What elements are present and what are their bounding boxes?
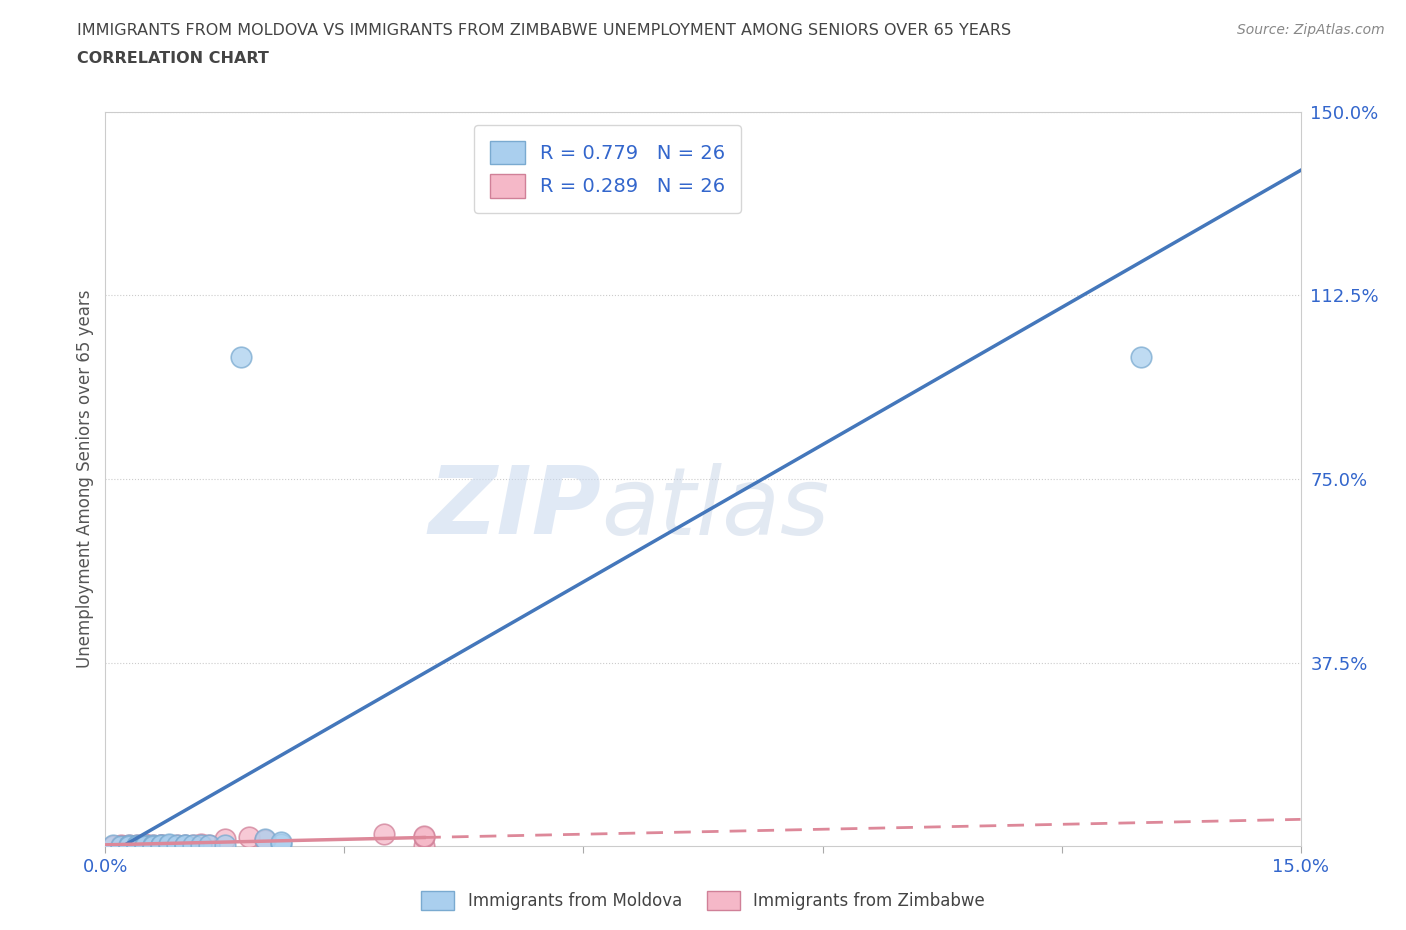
Point [214, 837, 236, 852]
Point [110, 838, 132, 853]
Point [190, 837, 212, 852]
Point [157, 838, 180, 853]
Point [110, 838, 132, 853]
Point [134, 838, 156, 853]
Point [190, 837, 212, 852]
Legend: R = 0.779   N = 26, R = 0.289   N = 26: R = 0.779 N = 26, R = 0.289 N = 26 [474, 125, 741, 213]
Point [1130, 349, 1153, 364]
Point [142, 838, 165, 853]
Point [118, 837, 141, 852]
Text: Source: ZipAtlas.com: Source: ZipAtlas.com [1237, 23, 1385, 37]
Point [373, 827, 395, 842]
Legend: Immigrants from Moldova, Immigrants from Zimbabwe: Immigrants from Moldova, Immigrants from… [415, 884, 991, 917]
Point [238, 829, 260, 844]
Text: IMMIGRANTS FROM MOLDOVA VS IMMIGRANTS FROM ZIMBABWE UNEMPLOYMENT AMONG SENIORS O: IMMIGRANTS FROM MOLDOVA VS IMMIGRANTS FR… [77, 23, 1011, 38]
Point [118, 837, 141, 852]
Y-axis label: Unemployment Among Seniors over 65 years: Unemployment Among Seniors over 65 years [76, 290, 94, 668]
Point [166, 837, 188, 852]
Point [270, 835, 292, 850]
Point [127, 838, 149, 853]
Point [214, 831, 236, 846]
Point [198, 838, 221, 853]
Point [142, 838, 165, 853]
Point [103, 838, 125, 853]
Point [174, 837, 197, 852]
Point [150, 837, 173, 852]
Point [181, 838, 204, 853]
Point [134, 837, 156, 852]
Point [270, 836, 292, 851]
Point [181, 838, 204, 853]
Point [127, 838, 149, 853]
Point [229, 349, 252, 364]
Point [413, 838, 436, 853]
Point [166, 838, 188, 853]
Text: atlas: atlas [602, 463, 830, 554]
Point [127, 838, 149, 853]
Point [150, 838, 173, 853]
Point [142, 837, 165, 852]
Point [103, 838, 125, 853]
Point [157, 838, 180, 853]
Point [174, 837, 197, 852]
Point [118, 838, 141, 853]
Point [174, 838, 197, 853]
Point [110, 838, 132, 853]
Point [413, 828, 436, 843]
Point [253, 831, 276, 846]
Point [142, 838, 165, 853]
Point [150, 837, 173, 852]
Point [127, 838, 149, 853]
Text: ZIP: ZIP [429, 462, 602, 554]
Point [413, 830, 436, 845]
Point [150, 838, 173, 853]
Point [253, 833, 276, 848]
Point [118, 838, 141, 853]
Point [134, 837, 156, 852]
Point [134, 838, 156, 853]
Point [198, 837, 221, 852]
Point [157, 837, 180, 852]
Text: CORRELATION CHART: CORRELATION CHART [77, 51, 269, 66]
